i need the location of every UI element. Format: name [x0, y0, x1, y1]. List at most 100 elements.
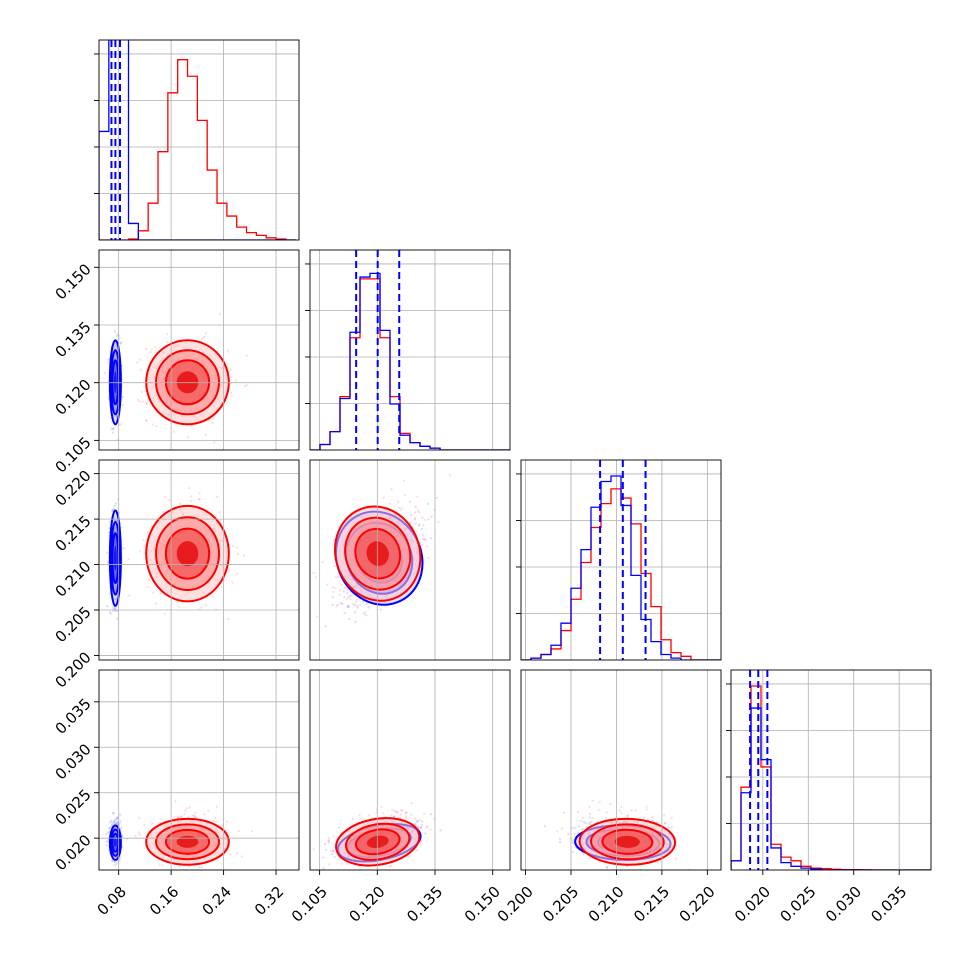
- scatter-point-red: [194, 811, 197, 815]
- scatter-point-blue: [404, 811, 408, 814]
- scatter-point-red: [328, 836, 331, 840]
- scatter-point-red: [190, 425, 194, 428]
- scatter-point-red: [229, 391, 233, 395]
- scatter-point-red: [158, 863, 161, 867]
- scatter-point-blue: [573, 826, 577, 829]
- scatter-point-red: [395, 811, 399, 814]
- scatter-point-red: [176, 816, 179, 819]
- scatter-point-red: [394, 810, 397, 814]
- scatter-point-red: [137, 831, 141, 834]
- scatter-point-red: [215, 805, 219, 808]
- scatter-point-blue: [110, 823, 114, 827]
- scatter-layer: [103, 312, 691, 870]
- scatter-point-red: [422, 534, 425, 537]
- scatter-point-blue: [114, 818, 118, 822]
- scatter-point-blue: [352, 603, 355, 606]
- scatter-point-blue: [116, 817, 119, 820]
- scatter-point-red: [185, 807, 188, 810]
- scatter-point-red: [151, 591, 155, 594]
- scatter-point-red: [359, 603, 362, 607]
- scatter-point-red: [382, 496, 385, 499]
- panel-2-1: [312, 474, 452, 628]
- scatter-point-red: [236, 852, 239, 855]
- scatter-point-blue: [113, 330, 117, 333]
- scatter-point-blue: [322, 867, 325, 870]
- scatter-point-red: [143, 823, 146, 827]
- scatter-point-blue: [605, 866, 609, 869]
- scatter-point-blue: [416, 820, 419, 823]
- scatter-point-blue: [115, 334, 119, 338]
- scatter-point-blue: [353, 611, 357, 614]
- scatter-point-blue: [119, 342, 122, 345]
- scatter-point-red: [388, 865, 391, 869]
- scatter-point-blue: [417, 510, 421, 514]
- density-fill-blue: [113, 838, 117, 848]
- scatter-point-red: [345, 862, 349, 865]
- scatter-point-blue: [339, 602, 343, 605]
- scatter-point-red: [410, 801, 413, 805]
- scatter-point-red: [448, 474, 452, 477]
- scatter-point-red: [420, 826, 423, 829]
- scatter-point-blue: [105, 843, 108, 847]
- scatter-point-blue: [430, 515, 433, 518]
- scatter-point-red: [422, 524, 425, 527]
- scatter-point-red: [410, 813, 413, 816]
- scatter-point-red: [338, 858, 341, 861]
- scatter-point-red: [139, 368, 143, 371]
- scatter-point-red: [367, 814, 371, 817]
- scatter-point-blue: [414, 822, 417, 826]
- scatter-point-blue: [429, 536, 433, 540]
- scatter-point-red: [207, 809, 210, 813]
- scatter-point-blue: [104, 833, 108, 836]
- scatter-point-blue: [115, 821, 119, 825]
- scatter-point-blue: [558, 837, 562, 841]
- scatter-point-blue: [589, 820, 593, 824]
- scatter-point-red: [226, 349, 229, 352]
- scatter-point-red: [176, 600, 179, 604]
- scatter-point-red: [413, 511, 417, 514]
- scatter-point-red: [190, 495, 193, 498]
- scatter-point-blue: [346, 591, 349, 595]
- scatter-point-red: [183, 813, 186, 816]
- scatter-point-red: [427, 556, 430, 560]
- scatter-point-blue: [576, 831, 580, 834]
- scatter-point-blue: [429, 812, 433, 816]
- scatter-point-red: [143, 545, 146, 548]
- scatter-point-blue: [108, 520, 112, 523]
- scatter-point-red: [380, 806, 383, 809]
- scatter-point-blue: [420, 527, 423, 531]
- scatter-point-red: [225, 820, 229, 824]
- scatter-point-red: [145, 402, 148, 405]
- scatter-point-red: [187, 815, 190, 819]
- scatter-point-blue: [420, 823, 424, 827]
- scatter-point-blue: [113, 504, 116, 508]
- scatter-point-red: [236, 552, 240, 556]
- contour-red: [335, 817, 421, 867]
- scatter-point-red: [234, 379, 238, 382]
- density-fill-red: [176, 835, 199, 848]
- scatter-point-red: [237, 830, 241, 833]
- scatter-point-red: [228, 853, 232, 856]
- contour-red: [164, 828, 211, 855]
- scatter-point-red: [198, 498, 202, 501]
- scatter-point-red: [424, 826, 428, 829]
- scatter-point-red: [418, 818, 421, 822]
- density-fill-red: [176, 541, 199, 567]
- scatter-point-blue: [111, 508, 114, 512]
- scatter-point-blue: [121, 395, 124, 399]
- scatter-point-red: [191, 814, 194, 817]
- scatter-point-red: [138, 550, 142, 553]
- scatter-point-red: [145, 401, 149, 404]
- scatter-point-blue: [108, 526, 111, 530]
- contour-red: [155, 516, 221, 591]
- scatter-point-red: [220, 585, 223, 589]
- scatter-point-red: [231, 544, 234, 547]
- scatter-point-blue: [343, 611, 346, 615]
- scatter-point-blue: [114, 502, 118, 505]
- scatter-point-red: [133, 834, 137, 838]
- scatter-point-blue: [424, 832, 427, 835]
- scatter-point-red: [353, 592, 356, 596]
- scatter-point-blue: [347, 596, 350, 599]
- scatter-point-red: [243, 384, 247, 388]
- scatter-point-red: [153, 345, 157, 349]
